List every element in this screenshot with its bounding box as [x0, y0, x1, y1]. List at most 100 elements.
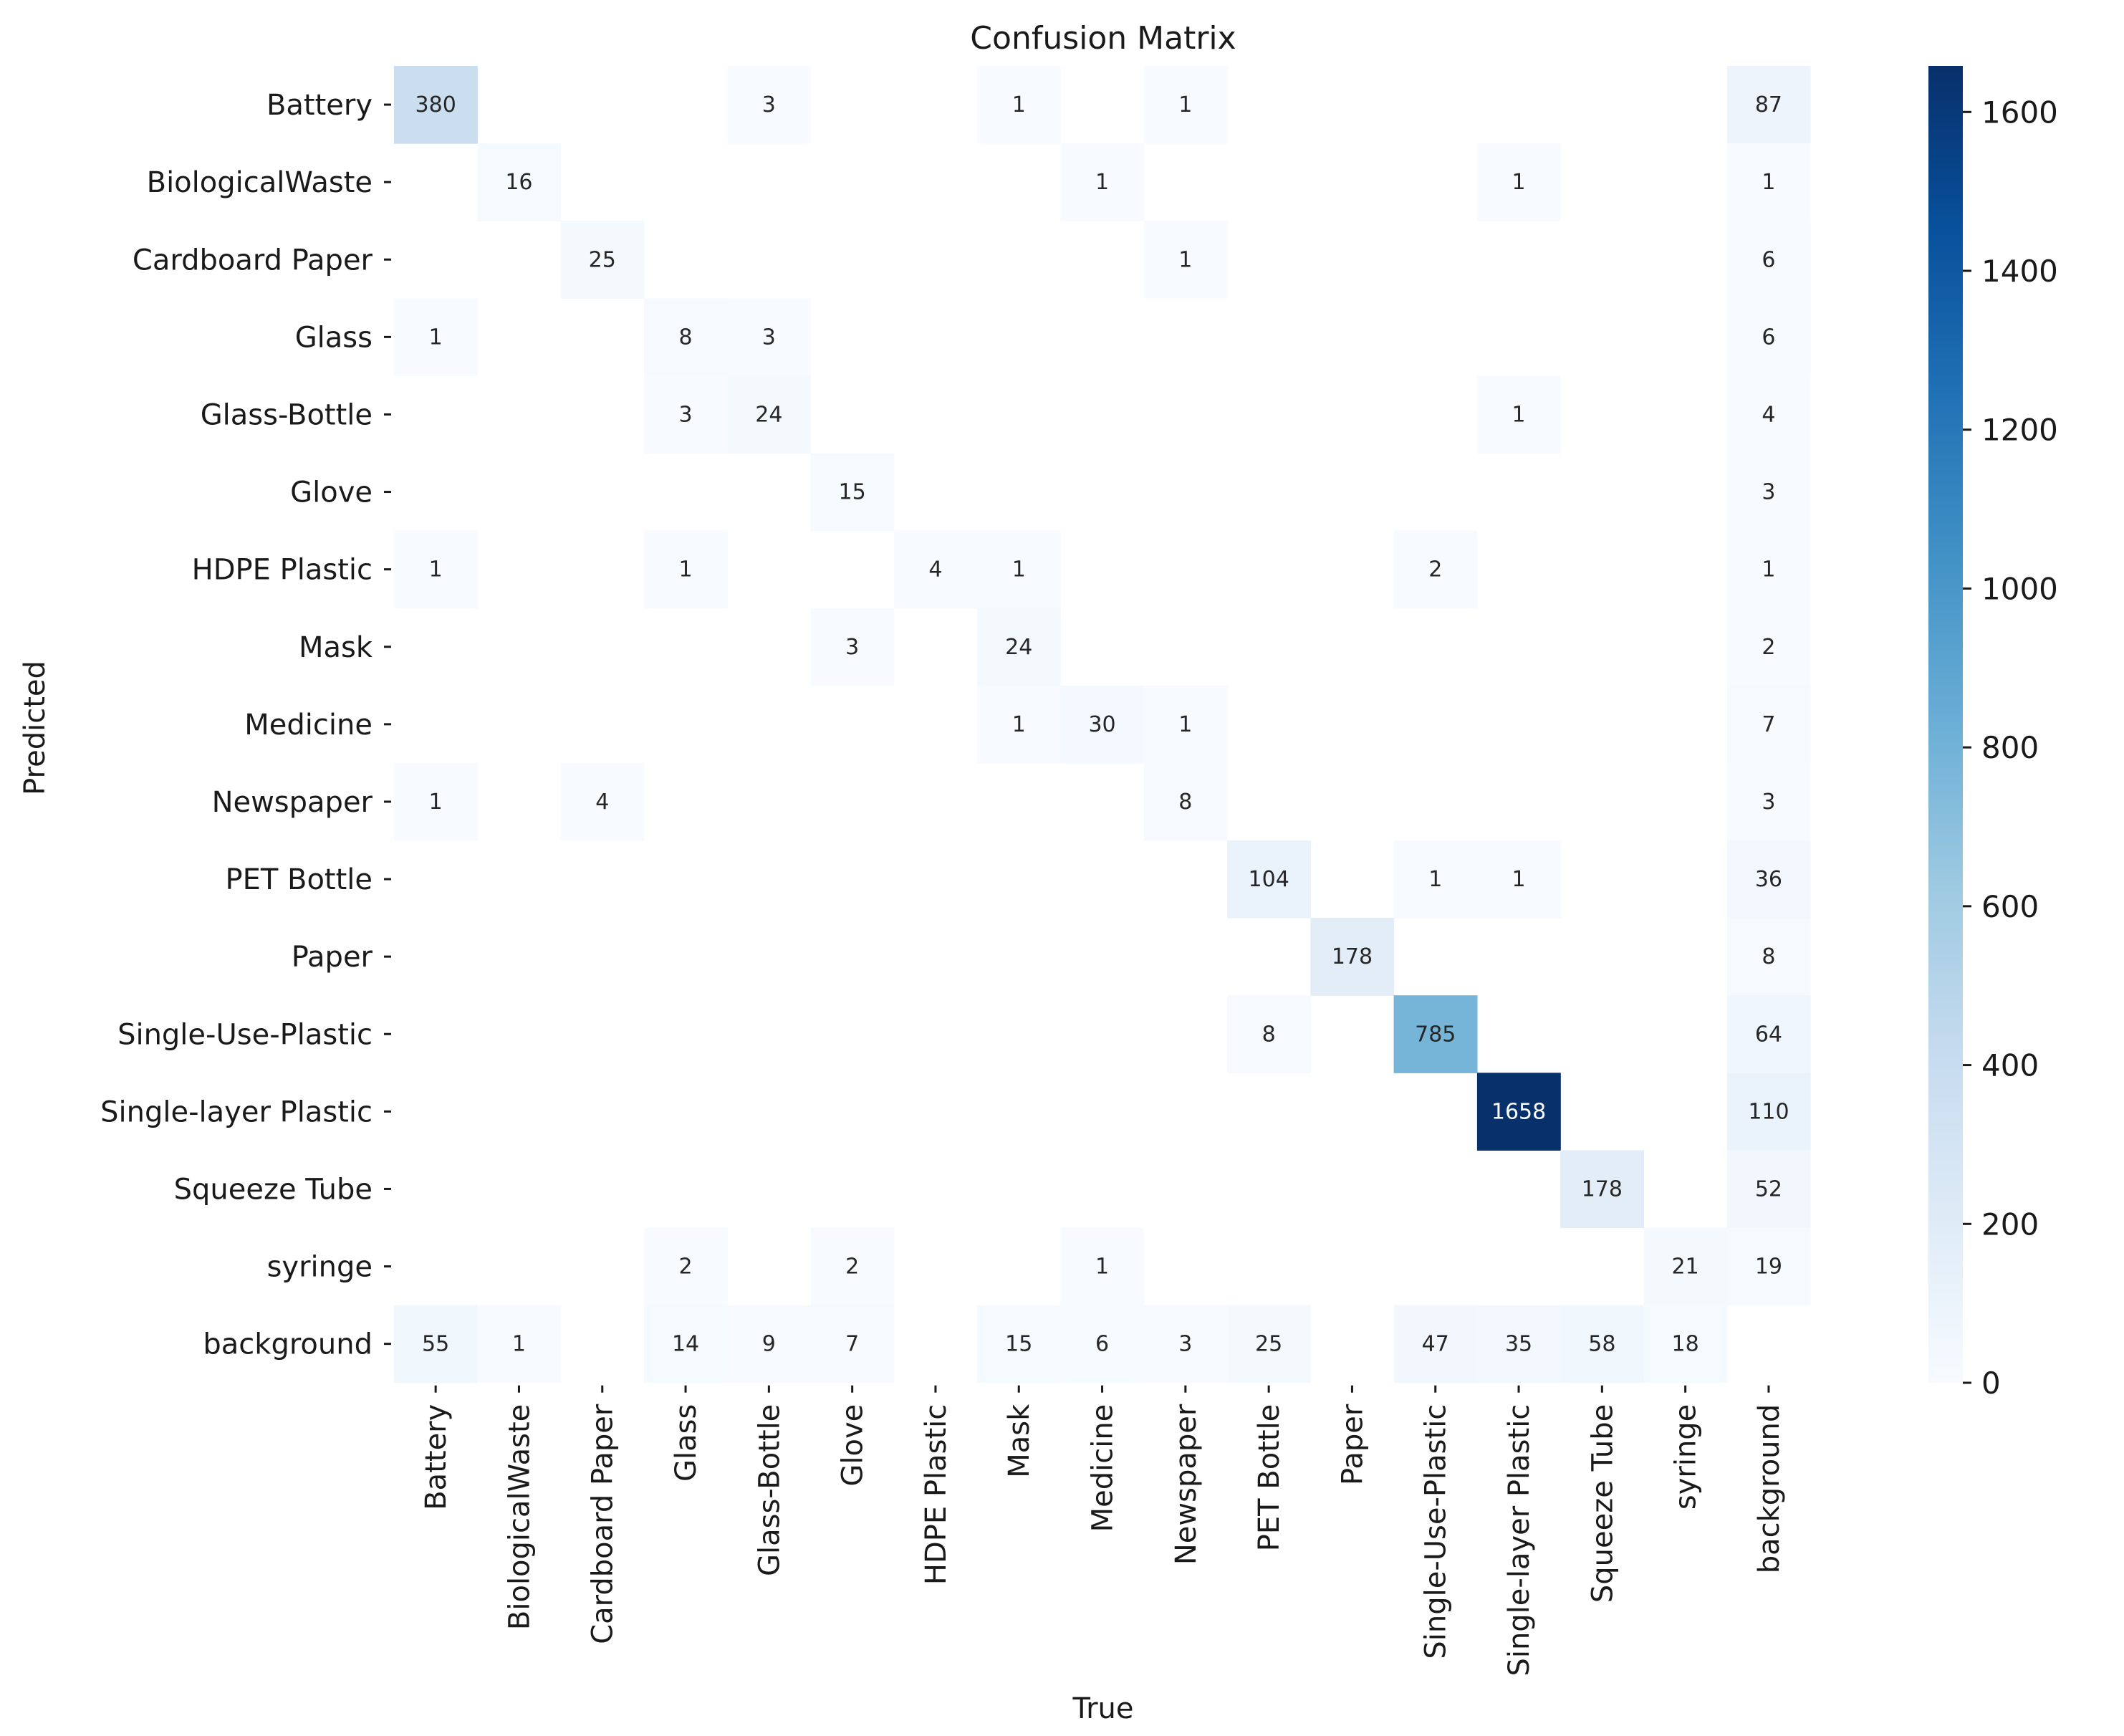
cell-value-label: 7 [845, 1332, 859, 1357]
heatmap-cell [1310, 918, 1395, 996]
cell-value-label: 6 [1095, 1332, 1109, 1357]
cell-value-label: 25 [1255, 1332, 1282, 1357]
colorbar-tick-label: 400 [1981, 1048, 2039, 1083]
colorbar-tick-label: 1600 [1981, 95, 2058, 130]
heatmap-cell [810, 1305, 895, 1383]
heatmap-cell [1476, 1073, 1561, 1151]
cell-value-label: 1 [1762, 557, 1775, 582]
cell-value-label: 178 [1332, 944, 1373, 969]
heatmap-cell [1393, 1305, 1478, 1383]
cell-value-label: 1 [1512, 402, 1526, 427]
cell-value-label: 1 [1428, 867, 1442, 892]
cell-value-label: 3 [1762, 480, 1775, 505]
x-tick-label: BiologicalWaste [503, 1404, 536, 1630]
heatmap-cell [1726, 298, 1811, 376]
cell-value-label: 178 [1582, 1176, 1623, 1202]
heatmap-cell [394, 66, 478, 144]
heatmap-cell [1143, 762, 1228, 841]
y-tick-label: background [203, 1328, 373, 1361]
heatmap-cell [394, 530, 478, 609]
y-tick-label: Cardboard Paper [133, 244, 373, 277]
x-tick-label: Glove [837, 1404, 870, 1487]
x-tick-label: Newspaper [1170, 1404, 1203, 1565]
heatmap-cell [1393, 840, 1478, 919]
heatmap-cell [643, 1227, 728, 1306]
heatmap-cell [1143, 685, 1228, 764]
cell-value-label: 3 [762, 92, 776, 118]
heatmap-cell [1393, 995, 1478, 1073]
cell-value-label: 64 [1755, 1022, 1782, 1047]
cell-value-label: 1 [1012, 557, 1026, 582]
cell-value-label: 8 [1262, 1022, 1276, 1047]
heatmap-cell [727, 1305, 812, 1383]
heatmap-cell [1476, 840, 1561, 919]
x-tick-label: background [1753, 1404, 1786, 1574]
cell-value-label: 36 [1755, 867, 1782, 892]
y-axis-label: Predicted [19, 661, 52, 795]
heatmap-cell [1476, 143, 1561, 221]
cell-value-label: 1658 [1491, 1099, 1546, 1124]
colorbar-tick-label: 800 [1981, 730, 2039, 765]
cell-value-label: 4 [928, 557, 942, 582]
x-tick-label: Mask [1003, 1404, 1036, 1478]
heatmap-cell [1227, 995, 1311, 1073]
cell-value-label: 1 [429, 325, 443, 350]
cell-value-label: 1 [1512, 867, 1526, 892]
y-tick-label: Mask [299, 631, 373, 664]
y-tick-label: Newspaper [212, 786, 373, 819]
heatmap-cell [977, 530, 1061, 609]
heatmap-cell [1643, 1305, 1728, 1383]
x-tick-label: Medicine [1087, 1404, 1120, 1533]
cell-value-label: 24 [1005, 635, 1032, 660]
cell-value-label: 6 [1762, 247, 1775, 272]
heatmap-cell [560, 221, 645, 299]
cell-value-label: 1 [429, 790, 443, 815]
heatmap-cell [1726, 840, 1811, 919]
heatmap-cell [643, 1305, 728, 1383]
heatmap-cell [727, 375, 812, 454]
cell-value-label: 58 [1588, 1332, 1615, 1357]
heatmap-cell [810, 453, 895, 532]
cell-value-label: 16 [505, 170, 532, 195]
cell-value-label: 1 [1512, 170, 1526, 195]
y-tick-label: Paper [292, 941, 373, 974]
cell-value-label: 15 [1005, 1332, 1032, 1357]
cell-value-label: 19 [1755, 1255, 1782, 1280]
x-tick-label: Single-Use-Plastic [1420, 1404, 1453, 1659]
heatmap-cell [1726, 66, 1811, 144]
heatmap-cell [1726, 530, 1811, 609]
heatmap-cell [643, 530, 728, 609]
y-tick-label: Glove [290, 476, 373, 509]
heatmap-cell [1060, 143, 1145, 221]
cell-value-label: 25 [589, 247, 616, 272]
heatmap-cell [1726, 918, 1811, 996]
heatmap-cell [1143, 66, 1228, 144]
heatmap-cell [1560, 1305, 1645, 1383]
y-tick-label: Glass-Bottle [201, 398, 373, 431]
cell-value-label: 35 [1505, 1332, 1532, 1357]
x-tick-label: Squeeze Tube [1586, 1404, 1619, 1603]
heatmap-cell [810, 608, 895, 686]
cell-value-label: 87 [1755, 92, 1782, 118]
y-tick-label: HDPE Plastic [192, 554, 373, 587]
cell-value-label: 2 [1762, 635, 1775, 660]
heatmap-cell [727, 298, 812, 376]
cell-value-label: 24 [755, 402, 782, 427]
y-tick-label: Squeeze Tube [174, 1173, 373, 1206]
heatmap-cell [643, 375, 728, 454]
heatmap-cell [394, 298, 478, 376]
cell-value-label: 52 [1755, 1176, 1782, 1202]
heatmap-cell [394, 762, 478, 841]
heatmap-cell [1726, 685, 1811, 764]
heatmap-cell [1143, 221, 1228, 299]
heatmap-cell [1476, 1305, 1561, 1383]
cell-value-label: 3 [1762, 790, 1775, 815]
chart-title: Confusion Matrix [970, 20, 1236, 57]
cell-value-label: 8 [1762, 944, 1775, 969]
y-tick-label: Glass [295, 321, 373, 354]
cell-value-label: 15 [839, 480, 866, 505]
heatmap-cell [977, 1305, 1061, 1383]
cell-value-label: 55 [422, 1332, 449, 1357]
heatmap-cell [477, 1305, 562, 1383]
